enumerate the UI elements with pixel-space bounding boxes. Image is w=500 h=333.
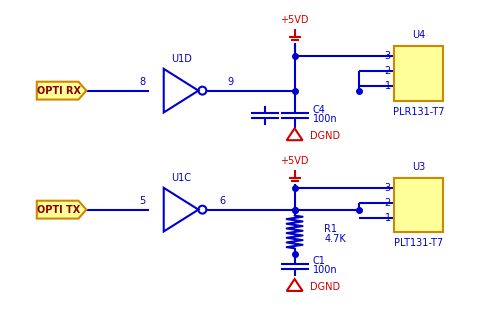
Text: +5VD: +5VD: [280, 15, 309, 25]
Text: DGND: DGND: [310, 131, 340, 141]
Polygon shape: [37, 201, 86, 218]
Text: 2: 2: [384, 198, 391, 208]
Text: C4: C4: [312, 106, 326, 116]
Text: 100n: 100n: [312, 115, 337, 125]
Text: 1: 1: [384, 212, 391, 222]
Polygon shape: [286, 128, 302, 140]
Text: 8: 8: [140, 77, 146, 87]
Text: 6: 6: [219, 196, 226, 206]
Text: 9: 9: [227, 77, 233, 87]
Text: U1D: U1D: [170, 54, 192, 64]
Text: U4: U4: [412, 30, 425, 40]
Polygon shape: [37, 82, 86, 100]
Text: PLT131-T7: PLT131-T7: [394, 238, 443, 248]
Text: 5: 5: [140, 196, 146, 206]
Text: U3: U3: [412, 162, 425, 172]
FancyBboxPatch shape: [394, 46, 444, 101]
Text: +5VD: +5VD: [280, 156, 309, 166]
Polygon shape: [164, 188, 198, 231]
Text: DGND: DGND: [310, 282, 340, 292]
Text: 4.7K: 4.7K: [324, 234, 346, 244]
Polygon shape: [286, 279, 302, 291]
Text: PLR131-T7: PLR131-T7: [393, 107, 444, 117]
Text: 3: 3: [384, 183, 391, 193]
Text: OPTI RX: OPTI RX: [36, 86, 80, 96]
Text: 1: 1: [384, 81, 391, 91]
FancyBboxPatch shape: [394, 178, 444, 232]
Text: U1C: U1C: [171, 173, 191, 183]
Text: 100n: 100n: [312, 265, 337, 275]
Text: 2: 2: [384, 66, 391, 76]
Text: C1: C1: [312, 256, 326, 266]
Text: 3: 3: [384, 51, 391, 61]
Polygon shape: [164, 69, 198, 113]
Text: OPTI TX: OPTI TX: [37, 205, 80, 215]
Text: R1: R1: [324, 224, 338, 234]
